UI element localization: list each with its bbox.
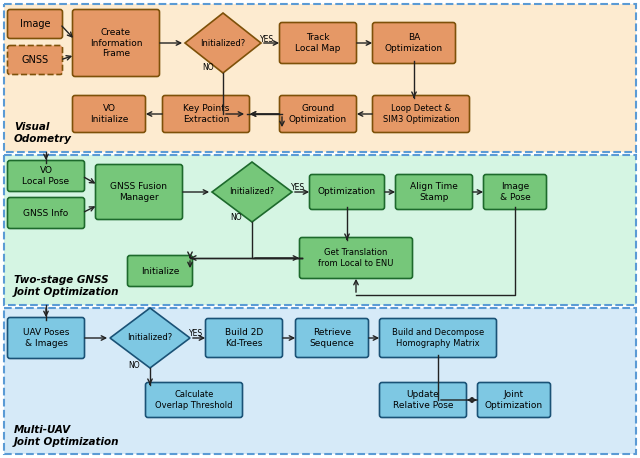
- FancyBboxPatch shape: [8, 10, 63, 38]
- FancyBboxPatch shape: [163, 96, 250, 132]
- FancyBboxPatch shape: [380, 318, 497, 358]
- FancyBboxPatch shape: [72, 96, 145, 132]
- Text: Visual
Odometry: Visual Odometry: [14, 122, 72, 144]
- FancyBboxPatch shape: [372, 96, 470, 132]
- Polygon shape: [185, 13, 261, 73]
- Text: Optimization: Optimization: [318, 187, 376, 196]
- Text: Retrieve
Sequence: Retrieve Sequence: [310, 328, 355, 348]
- Text: Build and Decompose
Homography Matrix: Build and Decompose Homography Matrix: [392, 328, 484, 348]
- Text: UAV Poses
& Images: UAV Poses & Images: [23, 328, 69, 348]
- Text: YES: YES: [260, 34, 274, 44]
- FancyBboxPatch shape: [95, 164, 182, 219]
- FancyBboxPatch shape: [8, 160, 84, 191]
- FancyBboxPatch shape: [4, 155, 636, 305]
- Text: YES: YES: [189, 328, 203, 338]
- FancyBboxPatch shape: [8, 45, 63, 75]
- Text: Joint
Optimization: Joint Optimization: [485, 390, 543, 410]
- FancyBboxPatch shape: [145, 382, 243, 418]
- Text: Loop Detect &
SIM3 Optimization: Loop Detect & SIM3 Optimization: [383, 104, 460, 124]
- Text: NO: NO: [202, 64, 214, 72]
- Text: Build 2D
Kd-Trees: Build 2D Kd-Trees: [225, 328, 263, 348]
- Polygon shape: [212, 162, 292, 222]
- Text: NO: NO: [230, 213, 242, 223]
- FancyBboxPatch shape: [483, 174, 547, 209]
- Text: Two-stage GNSS
Joint Optimization: Two-stage GNSS Joint Optimization: [14, 275, 120, 297]
- FancyBboxPatch shape: [127, 256, 193, 287]
- Text: Get Translation
from Local to ENU: Get Translation from Local to ENU: [318, 248, 394, 267]
- Text: Initialize: Initialize: [141, 267, 179, 276]
- FancyBboxPatch shape: [310, 174, 385, 209]
- FancyBboxPatch shape: [280, 22, 356, 64]
- Text: Track
Local Map: Track Local Map: [295, 33, 340, 53]
- FancyBboxPatch shape: [300, 238, 413, 278]
- FancyBboxPatch shape: [296, 318, 369, 358]
- Text: Initialized?: Initialized?: [200, 38, 246, 48]
- FancyBboxPatch shape: [372, 22, 456, 64]
- FancyBboxPatch shape: [396, 174, 472, 209]
- FancyBboxPatch shape: [477, 382, 550, 418]
- FancyBboxPatch shape: [280, 96, 356, 132]
- FancyBboxPatch shape: [8, 317, 84, 359]
- Text: VO
Local Pose: VO Local Pose: [22, 166, 70, 185]
- Text: BA
Optimization: BA Optimization: [385, 33, 443, 53]
- Text: Multi-UAV
Joint Optimization: Multi-UAV Joint Optimization: [14, 425, 120, 447]
- Text: NO: NO: [128, 361, 140, 371]
- Text: GNSS: GNSS: [21, 55, 49, 65]
- Text: Update
Relative Pose: Update Relative Pose: [393, 390, 453, 410]
- Polygon shape: [110, 308, 190, 368]
- Text: YES: YES: [291, 182, 305, 191]
- FancyBboxPatch shape: [8, 197, 84, 229]
- Text: Image: Image: [20, 19, 51, 29]
- Text: Initialized?: Initialized?: [127, 333, 173, 343]
- Text: Image
& Pose: Image & Pose: [500, 182, 531, 202]
- Text: VO
Initialize: VO Initialize: [90, 104, 128, 124]
- Text: Align Time
Stamp: Align Time Stamp: [410, 182, 458, 202]
- FancyBboxPatch shape: [4, 4, 636, 152]
- Text: Initialized?: Initialized?: [229, 187, 275, 196]
- Text: Key Points
Extraction: Key Points Extraction: [183, 104, 229, 124]
- FancyBboxPatch shape: [205, 318, 282, 358]
- Text: Calculate
Overlap Threshold: Calculate Overlap Threshold: [156, 390, 233, 410]
- Text: GNSS Info: GNSS Info: [24, 208, 68, 218]
- FancyBboxPatch shape: [380, 382, 467, 418]
- FancyBboxPatch shape: [4, 308, 636, 454]
- Text: Ground
Optimization: Ground Optimization: [289, 104, 347, 124]
- Text: GNSS Fusion
Manager: GNSS Fusion Manager: [111, 182, 168, 202]
- Text: Create
Information
Frame: Create Information Frame: [90, 28, 142, 58]
- FancyBboxPatch shape: [72, 10, 159, 76]
